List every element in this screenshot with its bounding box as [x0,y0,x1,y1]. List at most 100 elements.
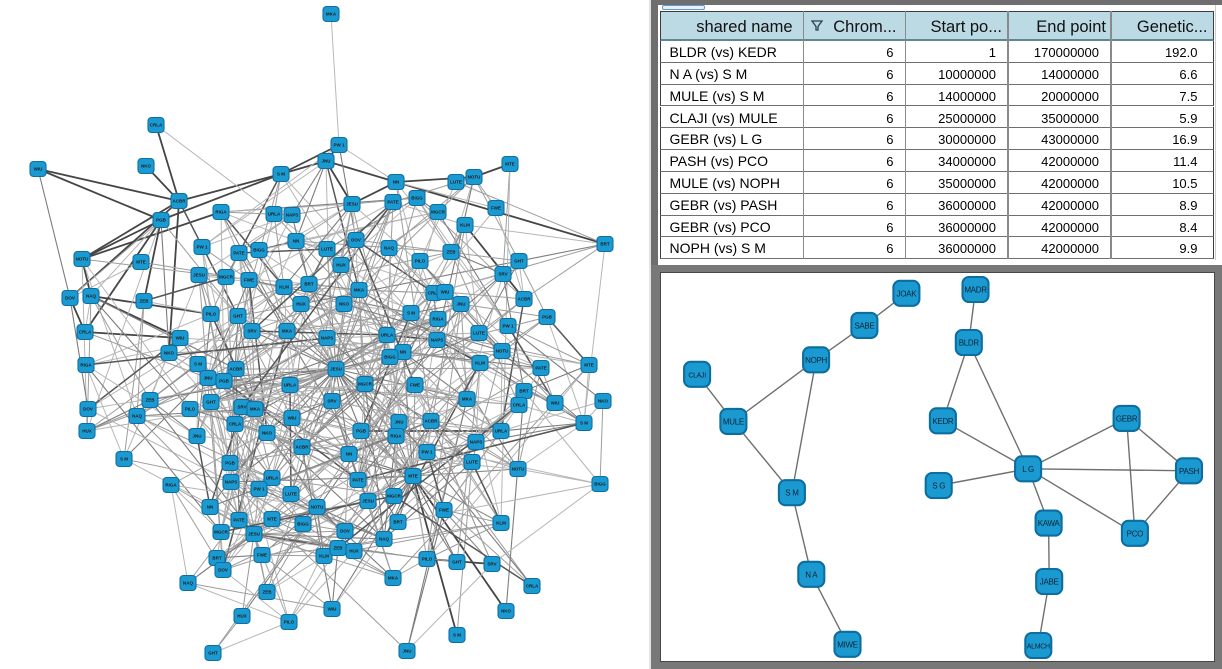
svg-text:JABE: JABE [1040,578,1059,587]
svg-text:PW 1: PW 1 [333,143,344,148]
svg-text:CRLA: CRLA [150,123,163,128]
svg-text:LUTE: LUTE [473,331,485,336]
svg-text:MKA: MKA [326,12,337,17]
svg-text:URLA: URLA [381,333,394,338]
svg-text:KLM: KLM [319,554,329,559]
svg-text:PILO: PILO [284,620,295,625]
svg-text:URLA: URLA [268,212,281,217]
svg-text:FWE: FWE [491,206,501,211]
svg-text:MTE: MTE [408,474,418,479]
svg-text:LUTE: LUTE [450,180,462,185]
svg-text:NAPS: NAPS [431,338,444,343]
svg-text:NAQ: NAQ [132,414,142,419]
svg-text:PATE: PATE [387,200,398,205]
svg-text:SRV: SRV [498,272,507,277]
svg-text:JESU: JESU [362,499,374,504]
svg-text:MIWE: MIWE [837,640,858,649]
svg-text:KAWA: KAWA [1038,519,1061,528]
svg-text:PILO: PILO [422,557,433,562]
svg-text:L G: L G [1022,465,1034,474]
svg-text:URLA: URLA [284,383,297,388]
svg-text:PILO: PILO [415,259,426,264]
svg-text:NKO: NKO [262,431,272,436]
svg-text:BIGG: BIGG [253,248,265,253]
svg-text:NOTU: NOTU [512,467,525,472]
svg-text:URLA: URLA [495,429,508,434]
svg-text:JNU: JNU [321,159,330,164]
svg-text:ZEB: ZEB [334,546,344,551]
svg-text:S M: S M [194,362,202,367]
svg-text:MKA: MKA [354,288,365,293]
svg-text:GHT: GHT [208,651,218,656]
svg-text:ZEB: ZEB [447,250,457,255]
svg-text:N A: N A [805,570,818,579]
svg-text:WIU: WIU [551,401,560,406]
svg-text:SRV: SRV [247,329,256,334]
svg-text:BRT: BRT [212,556,221,561]
svg-text:LUTE: LUTE [285,492,297,497]
svg-text:BRT: BRT [393,520,402,525]
svg-text:MGCR: MGCR [387,494,401,499]
svg-text:DOV: DOV [218,568,228,573]
svg-text:NOTU: NOTU [311,505,324,510]
svg-text:WIU: WIU [288,416,297,421]
svg-text:NOTU: NOTU [76,257,89,262]
svg-text:KLM: KLM [279,285,289,290]
svg-text:SRV: SRV [327,399,336,404]
svg-text:HUX: HUX [237,614,247,619]
svg-text:NKO: NKO [339,302,349,307]
svg-text:S M: S M [120,457,128,462]
svg-text:RIGA: RIGA [165,483,177,488]
svg-text:WIU: WIU [441,290,450,295]
svg-text:MGCR: MGCR [214,530,228,535]
svg-text:ACBR: ACBR [425,419,439,424]
svg-text:JNU: JNU [192,434,201,439]
svg-text:CRLA: CRLA [526,584,539,589]
svg-text:KLM: KLM [460,223,470,228]
svg-text:FWE: FWE [439,508,449,513]
svg-text:PGB: PGB [156,218,167,223]
svg-text:CRLA: CRLA [428,291,441,296]
svg-text:WIU: WIU [176,336,185,341]
svg-text:NAQ: NAQ [86,294,96,299]
svg-text:PASH: PASH [1179,467,1200,476]
svg-text:JNU: JNU [402,649,411,654]
svg-text:PW 1: PW 1 [196,245,207,250]
svg-text:SRV: SRV [237,405,246,410]
svg-text:CRLA: CRLA [79,330,92,335]
svg-text:PATE: PATE [233,251,244,256]
svg-text:ZEB: ZEB [263,590,273,595]
svg-text:BLDR: BLDR [959,339,980,348]
svg-text:NAPS: NAPS [470,440,483,445]
svg-text:CRLA: CRLA [513,403,526,408]
svg-text:RIGA: RIGA [432,317,444,322]
svg-text:PW 1: PW 1 [421,450,432,455]
svg-text:PATE: PATE [233,518,244,523]
svg-text:WIU: WIU [34,167,43,172]
svg-text:GHT: GHT [514,259,524,264]
svg-text:ZEB: ZEB [140,299,150,304]
svg-text:JNU: JNU [394,420,403,425]
svg-text:PGB: PGB [356,429,367,434]
svg-text:KEDR: KEDR [932,417,954,426]
svg-text:S M: S M [407,311,415,316]
svg-text:ACBR: ACBR [173,199,187,204]
svg-text:JOAK: JOAK [897,289,918,298]
svg-text:NAPS: NAPS [286,213,299,218]
svg-text:MGCR: MGCR [358,382,372,387]
svg-text:NAPS: NAPS [225,480,238,485]
svg-text:CLAJI: CLAJI [688,372,706,379]
svg-text:ALMCH: ALMCH [1027,644,1050,651]
svg-text:NN: NN [346,452,353,457]
svg-text:S G: S G [932,482,945,491]
svg-text:MTE: MTE [267,517,277,522]
svg-text:HUX: HUX [336,263,346,268]
svg-text:DOV: DOV [351,238,361,243]
svg-text:NKO: NKO [141,164,151,169]
svg-text:PATE: PATE [535,366,546,371]
svg-text:URLA: URLA [266,476,279,481]
svg-text:ACBR: ACBR [230,367,244,372]
svg-text:PGB: PGB [219,379,230,384]
svg-text:RIGA: RIGA [215,210,227,215]
svg-text:MKA: MKA [462,397,473,402]
